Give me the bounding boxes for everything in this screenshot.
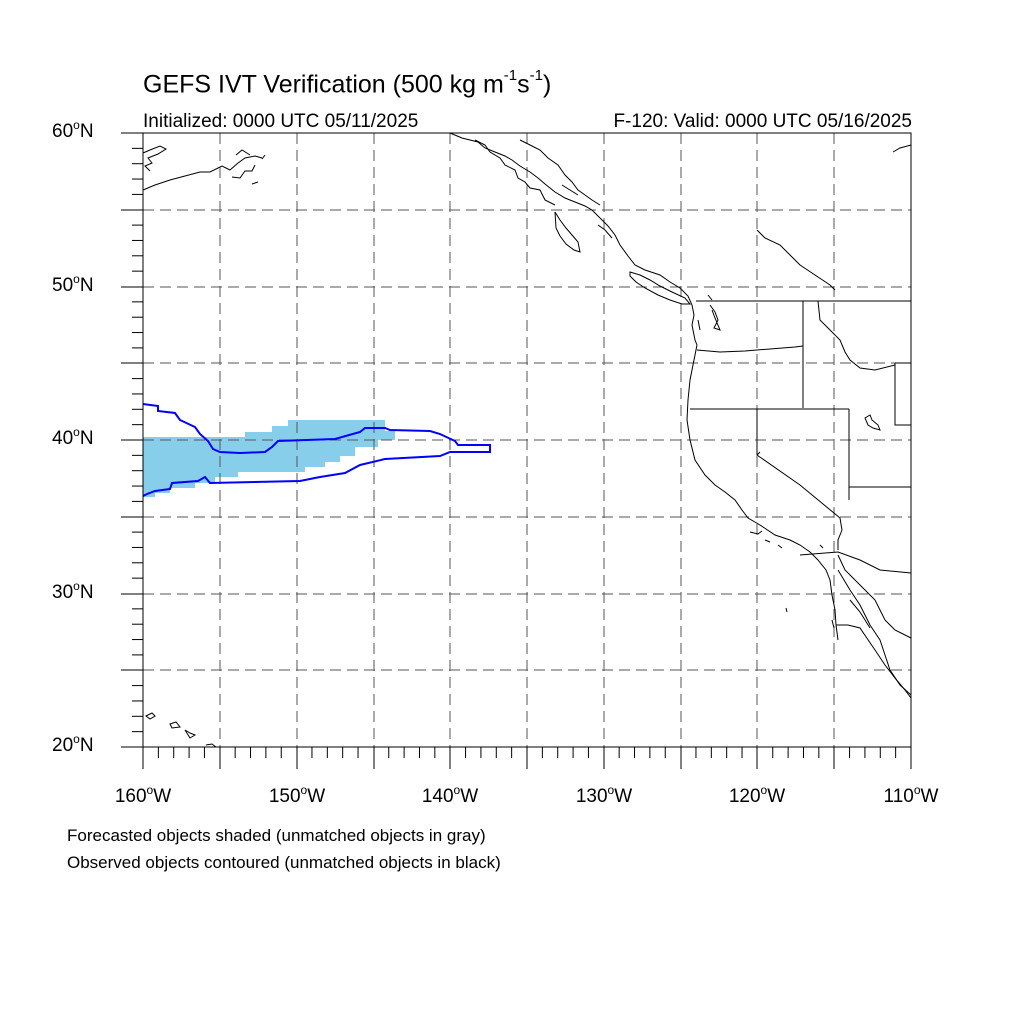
lat-label-60n: 60oN <box>52 118 94 142</box>
lon-label-150w: 150oW <box>268 783 326 807</box>
lon-label-120w: 120oW <box>728 783 786 807</box>
coastlines <box>142 132 912 748</box>
map-title: GEFS IVT Verification (500 kg m-1s-1) <box>143 67 552 99</box>
lat-label-20n: 20oN <box>52 732 94 756</box>
title-exp2: -1 <box>529 67 543 84</box>
lat-label-40n: 40oN <box>52 425 94 449</box>
initialized-label: Initialized: 0000 UTC 05/11/2025 <box>143 111 419 132</box>
lon-label-130w: 130oW <box>575 783 633 807</box>
title-main: GEFS IVT Verification (500 kg m <box>143 70 504 99</box>
title-mid: s <box>517 70 530 99</box>
valid-label: F-120: Valid: 0000 UTC 05/16/2025 <box>613 111 912 132</box>
lon-label-160w: 160oW <box>114 783 172 807</box>
lon-label-110w: 110oW <box>883 783 939 807</box>
title-end: ) <box>542 70 552 99</box>
title-exp1: -1 <box>503 67 518 84</box>
observed-note: Observed objects contoured (unmatched ob… <box>67 853 501 872</box>
forecast-ivt-object <box>143 420 395 497</box>
minor-ticks <box>132 147 897 758</box>
forecast-note: Forecasted objects shaded (unmatched obj… <box>67 826 486 845</box>
lat-label-30n: 30oN <box>52 579 94 603</box>
lat-label-50n: 50oN <box>52 272 94 296</box>
observed-ivt-contour <box>142 403 491 497</box>
lon-label-140w: 140oW <box>421 783 479 807</box>
axis-ticks <box>121 132 912 769</box>
graticule <box>143 133 911 747</box>
